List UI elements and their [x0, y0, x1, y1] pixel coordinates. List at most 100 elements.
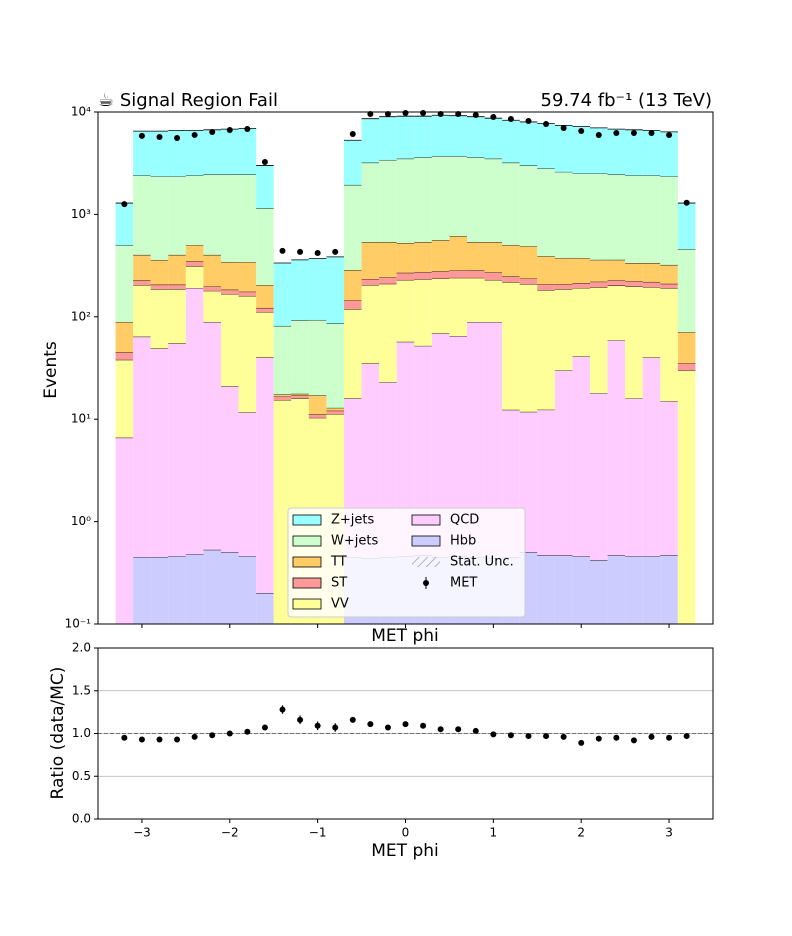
- stack-segment: [554, 171, 573, 259]
- data-point: [244, 126, 251, 133]
- legend-label: TT: [330, 555, 347, 570]
- y-tick-label: 0.0: [72, 812, 91, 826]
- stack-segment: [133, 175, 151, 255]
- stack-segment: [361, 279, 380, 286]
- data-point: [666, 132, 673, 139]
- stack-segment: [379, 242, 397, 278]
- stack-segment: [361, 285, 380, 364]
- stack-segment: [361, 242, 380, 280]
- legend-label: W+jets: [331, 534, 378, 549]
- stack-segment: [625, 556, 643, 624]
- stack-segment: [660, 264, 678, 284]
- stack-segment: [590, 127, 608, 174]
- legend-swatch: [292, 514, 322, 526]
- stack-segment: [291, 393, 309, 396]
- stack-segment: [590, 393, 608, 561]
- stack-segment: [519, 246, 538, 279]
- stack-segment: [396, 116, 415, 159]
- stack-segment: [572, 126, 590, 174]
- stack-segment: [607, 174, 626, 260]
- stack-segment: [625, 281, 643, 287]
- y-tick-label: 10⁻¹: [65, 617, 92, 631]
- stack-segment: [642, 175, 661, 264]
- stack-segment: [396, 272, 415, 280]
- stack-segment: [590, 173, 608, 260]
- stack-segment: [185, 288, 204, 555]
- stack-segment: [660, 401, 678, 556]
- y-tick-label: 10³: [71, 207, 91, 221]
- data-point: [437, 726, 444, 733]
- data-point: [578, 128, 585, 135]
- stack-segment: [625, 263, 643, 282]
- stack-segment: [502, 282, 520, 410]
- data-point: [261, 158, 268, 165]
- stack-segment: [431, 278, 450, 334]
- data-point: [402, 109, 409, 116]
- legend-label: Z+jets: [331, 513, 375, 528]
- stack-segment: [590, 259, 608, 282]
- stack-segment: [291, 395, 309, 399]
- data-point: [297, 248, 304, 255]
- stack-segment: [677, 249, 696, 333]
- stack-segment: [308, 258, 327, 320]
- data-point: [156, 133, 163, 140]
- stack-segment: [238, 291, 257, 296]
- data-point: [402, 721, 409, 728]
- legend-swatch: [292, 535, 322, 547]
- legend-label: VV: [331, 597, 349, 612]
- data-point: [437, 111, 444, 118]
- stack-segment: [361, 162, 380, 243]
- stack-segment: [326, 410, 344, 415]
- stack-segment: [396, 279, 415, 342]
- data-point: [209, 732, 216, 739]
- stack-segment: [221, 261, 239, 290]
- stack-segment: [203, 549, 221, 624]
- stack-segment: [150, 284, 169, 290]
- data-point: [138, 132, 145, 139]
- y-axis-label: Events: [41, 341, 61, 399]
- x-tick-label: −1: [309, 826, 327, 840]
- data-point: [156, 736, 163, 743]
- stack-segment: [238, 128, 257, 175]
- data-point: [420, 722, 427, 729]
- stack-segment: [256, 208, 274, 286]
- stack-segment: [221, 174, 239, 262]
- data-point: [314, 249, 321, 256]
- data-point: [613, 129, 620, 136]
- data-point: [630, 129, 637, 136]
- stack-segment: [467, 270, 485, 278]
- legend-swatch: [292, 598, 322, 610]
- data-point: [648, 733, 655, 740]
- x-tick-label: 2: [577, 826, 585, 840]
- stack-segment: [537, 168, 555, 257]
- stack-segment: [115, 321, 134, 353]
- stack-segment: [379, 283, 397, 383]
- stack-segment: [484, 242, 503, 273]
- stack-segment: [660, 555, 678, 624]
- data-point: [683, 199, 690, 206]
- stack-segment: [133, 131, 151, 176]
- stack-segment: [414, 242, 432, 272]
- stack-segment: [642, 281, 661, 288]
- stack-segment: [221, 293, 239, 387]
- x-tick-label: −2: [221, 826, 239, 840]
- stack-segment: [203, 290, 221, 322]
- stack-segment: [449, 270, 467, 278]
- stack-segment: [554, 289, 573, 371]
- x-tick-label: 0: [402, 826, 410, 840]
- data-point: [279, 247, 286, 254]
- y-tick-label: 10²: [71, 309, 91, 323]
- stack-segment: [484, 158, 503, 243]
- stack-segment: [660, 131, 678, 177]
- stack-segment: [554, 284, 573, 290]
- stack-segment: [537, 409, 555, 556]
- stack-segment: [449, 156, 467, 237]
- stack-segment: [168, 130, 186, 177]
- data-point: [560, 124, 567, 131]
- stack-segment: [502, 276, 520, 283]
- stack-segment: [642, 263, 661, 282]
- stack-segment: [519, 284, 538, 412]
- stack-segment: [607, 129, 626, 175]
- stack-segment: [642, 130, 661, 176]
